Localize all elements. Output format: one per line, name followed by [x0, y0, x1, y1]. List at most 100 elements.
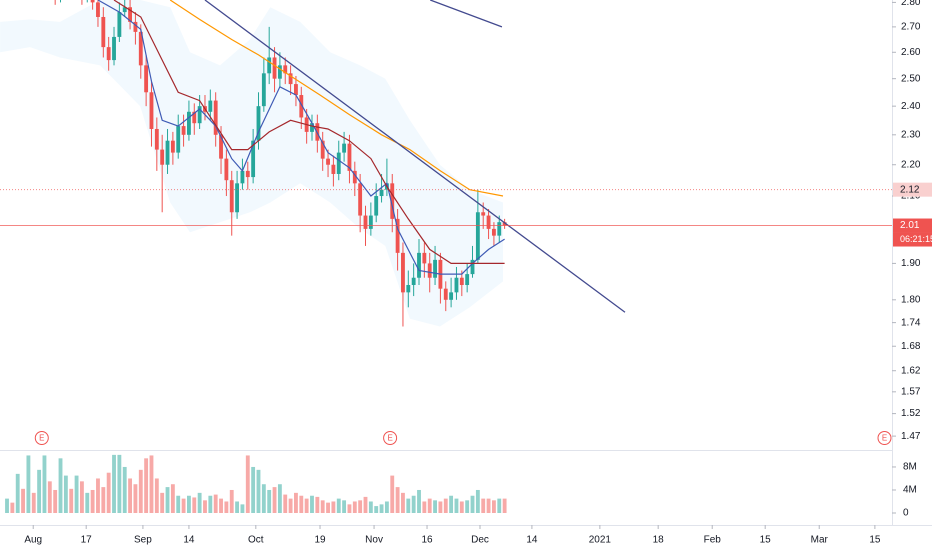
volume-bar: [224, 501, 229, 513]
y-tick-label: 1.57: [901, 386, 921, 397]
volume-bar: [422, 501, 427, 513]
volume-bar: [320, 500, 325, 513]
volume-bar: [288, 498, 293, 513]
candle-body: [117, 12, 122, 37]
x-tick-label: 17: [81, 535, 93, 546]
moving-average: [169, 0, 504, 197]
x-tick-label: 2021: [589, 535, 612, 546]
candle-body: [224, 158, 229, 181]
volume-bar: [106, 472, 111, 513]
earnings-marker: [383, 431, 398, 445]
volume-bar: [481, 498, 486, 513]
candle-body: [417, 252, 421, 278]
volume-bar: [326, 502, 330, 513]
candle-body: [283, 65, 288, 74]
volume-bar: [251, 466, 256, 513]
earnings-label: E: [882, 434, 887, 443]
volume-bar: [294, 492, 298, 513]
volume-bar: [165, 487, 170, 513]
x-tick-label: 14: [183, 535, 195, 546]
volume-bar: [213, 494, 218, 513]
candle-body: [358, 183, 363, 216]
y-tick-label: 1.52: [901, 408, 921, 419]
candle-body: [470, 259, 475, 275]
volume-bar: [277, 484, 282, 513]
volume-bar: [315, 496, 320, 513]
candle-body: [326, 158, 330, 165]
candle-body: [101, 16, 106, 48]
candle-body: [342, 143, 347, 153]
candle-body: [154, 128, 159, 150]
x-tick-label: 15: [760, 535, 772, 546]
volume-bar: [486, 498, 491, 513]
volume-bar: [21, 488, 25, 513]
candle-body: [170, 140, 175, 153]
volume-bar: [347, 504, 352, 513]
x-tick-label: Nov: [365, 535, 383, 546]
volume-bar: [26, 455, 31, 513]
candle-body: [497, 222, 502, 236]
candle-body: [411, 277, 416, 286]
volume-bar: [401, 492, 405, 513]
candle-body: [267, 57, 272, 74]
volume-bar: [122, 466, 127, 513]
x-tick-label: Mar: [811, 535, 829, 546]
volume-bar: [90, 489, 95, 513]
volume-bar: [433, 500, 437, 513]
volume-tick-label: 8M: [903, 462, 917, 473]
volume-bar: [267, 489, 272, 513]
volume-bar: [299, 495, 304, 513]
candle-body: [149, 92, 154, 129]
volume-bar: [176, 495, 181, 513]
volume-bar: [304, 498, 309, 513]
volume-bar: [390, 475, 395, 513]
candle-body: [138, 31, 143, 66]
volume-bar: [395, 487, 400, 513]
candle-body: [192, 111, 197, 124]
volume-bar: [197, 492, 202, 513]
x-tick-label: Aug: [24, 535, 42, 546]
volume-bar: [42, 455, 47, 513]
y-tick-label: 2.30: [901, 129, 921, 140]
volume-bar: [96, 478, 100, 513]
volume-bar: [117, 454, 122, 513]
candle-body: [491, 228, 496, 236]
x-tick-label: 18: [653, 535, 665, 546]
candle-body: [475, 212, 480, 260]
countdown-badge: [893, 232, 932, 247]
candle-body: [459, 277, 464, 286]
volume-bar: [502, 498, 507, 513]
candle-body: [219, 134, 223, 159]
candle-body: [481, 212, 486, 216]
candle-body: [401, 252, 405, 293]
candle-body: [213, 100, 218, 135]
candle-body: [288, 73, 293, 85]
candle-body: [443, 288, 448, 300]
earnings-label: E: [39, 434, 44, 443]
volume-bar: [53, 489, 58, 513]
volume-bar: [368, 501, 373, 513]
volume-bar: [112, 454, 116, 513]
price-badge: [893, 218, 932, 233]
moving-average: [97, 0, 505, 275]
candle-body: [433, 259, 437, 278]
volume-bar: [187, 495, 191, 513]
volume-bar: [229, 489, 234, 513]
candle-body: [294, 84, 298, 96]
y-tick-label: 2.40: [901, 101, 921, 112]
volume-bar: [154, 478, 159, 513]
candle-body: [144, 65, 149, 93]
candle-body: [112, 36, 116, 61]
y-tick-label: 2.50: [901, 73, 921, 84]
volume-bar: [454, 498, 459, 513]
volume-bar: [342, 500, 347, 513]
volume-bar: [170, 484, 175, 513]
candle-body: [122, 7, 127, 13]
volume-bar: [475, 489, 480, 513]
candle-body: [422, 252, 427, 264]
volume-bar: [15, 473, 20, 513]
volume-bar: [283, 494, 288, 513]
x-tick-label: Sep: [134, 535, 152, 546]
candle-body: [336, 152, 341, 174]
